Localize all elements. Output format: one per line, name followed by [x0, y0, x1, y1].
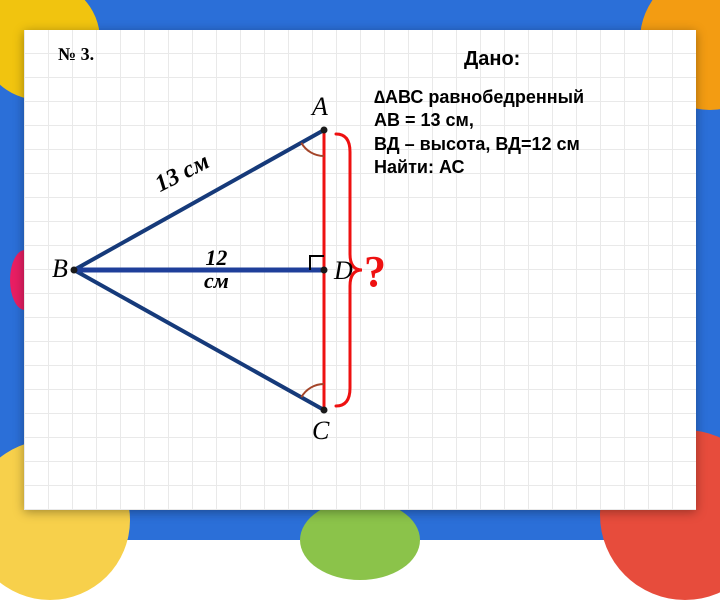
angle-arc-a	[301, 143, 324, 156]
angle-arc-c	[301, 384, 324, 397]
label-b: B	[52, 254, 68, 284]
point-d	[321, 267, 328, 274]
label-d: D	[334, 256, 353, 286]
length-bd-num: 12	[205, 245, 227, 270]
side-bc	[74, 270, 324, 410]
frame-blob	[300, 500, 420, 580]
point-c	[321, 407, 328, 414]
point-a	[321, 127, 328, 134]
label-c: C	[312, 416, 329, 446]
point-b	[71, 267, 78, 274]
length-bd: 12 см	[204, 246, 229, 292]
geometry-diagram	[24, 30, 696, 510]
problem-card: № 3. Дано: ∆АВС равнобедренный АВ = 13 с…	[24, 30, 696, 510]
label-a: A	[312, 92, 328, 122]
question-mark: ?	[364, 246, 386, 297]
length-bd-unit: см	[204, 268, 229, 293]
